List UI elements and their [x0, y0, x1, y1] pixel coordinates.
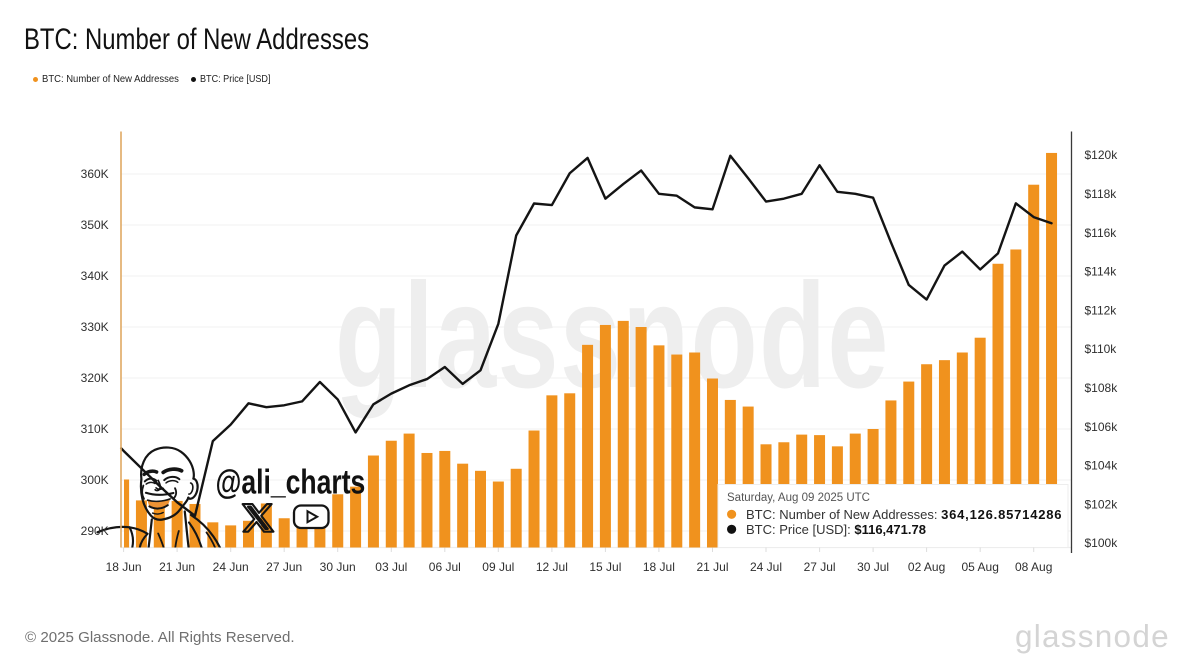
svg-text:$120k: $120k — [1085, 148, 1119, 162]
svg-text:$110k: $110k — [1085, 342, 1118, 356]
svg-text:12 Jul: 12 Jul — [536, 560, 568, 574]
svg-text:18 Jul: 18 Jul — [643, 560, 675, 574]
svg-text:30 Jul: 30 Jul — [857, 560, 889, 574]
svg-text:15 Jul: 15 Jul — [589, 560, 621, 574]
svg-text:290K: 290K — [81, 524, 109, 538]
svg-text:@ali_charts: @ali_charts — [216, 462, 366, 501]
svg-text:06 Jul: 06 Jul — [429, 560, 461, 574]
svg-text:$100k: $100k — [1085, 536, 1119, 550]
svg-text:27 Jul: 27 Jul — [804, 560, 836, 574]
svg-text:310K: 310K — [81, 422, 109, 436]
svg-text:02 Aug: 02 Aug — [908, 560, 945, 574]
svg-text:Saturday, Aug 09 2025 UTC: Saturday, Aug 09 2025 UTC — [727, 492, 870, 504]
svg-text:$102k: $102k — [1085, 497, 1119, 511]
svg-text:350K: 350K — [81, 218, 109, 232]
svg-text:glassnode: glassnode — [335, 253, 890, 419]
svg-text:24 Jun: 24 Jun — [213, 560, 249, 574]
svg-text:27 Jun: 27 Jun — [266, 560, 302, 574]
svg-text:$104k: $104k — [1085, 459, 1119, 473]
svg-text:18 Jun: 18 Jun — [106, 560, 142, 574]
svg-text:30 Jun: 30 Jun — [320, 560, 356, 574]
svg-text:21 Jul: 21 Jul — [696, 560, 728, 574]
svg-text:21 Jun: 21 Jun — [159, 560, 195, 574]
svg-text:BTC: Price [USD]: $116,471.78: BTC: Price [USD]: $116,471.78 — [746, 522, 926, 537]
svg-text:05 Aug: 05 Aug — [962, 560, 999, 574]
svg-text:$112k: $112k — [1085, 303, 1118, 317]
svg-text:300K: 300K — [81, 473, 109, 487]
svg-text:08 Aug: 08 Aug — [1015, 560, 1052, 574]
svg-text:24 Jul: 24 Jul — [750, 560, 782, 574]
svg-text:$114k: $114k — [1085, 265, 1118, 279]
svg-text:$118k: $118k — [1085, 187, 1118, 201]
svg-text:320K: 320K — [81, 371, 109, 385]
svg-text:$108k: $108k — [1085, 381, 1119, 395]
svg-text:330K: 330K — [81, 320, 109, 334]
svg-text:360K: 360K — [81, 167, 109, 181]
svg-text:09 Jul: 09 Jul — [482, 560, 514, 574]
svg-text:$106k: $106k — [1085, 420, 1119, 434]
svg-text:$116k: $116k — [1085, 226, 1118, 240]
svg-text:340K: 340K — [81, 269, 109, 283]
svg-text:BTC: Number of New Addresses:: BTC: Number of New Addresses: 364,126.85… — [746, 507, 1062, 522]
svg-text:03 Jul: 03 Jul — [375, 560, 407, 574]
